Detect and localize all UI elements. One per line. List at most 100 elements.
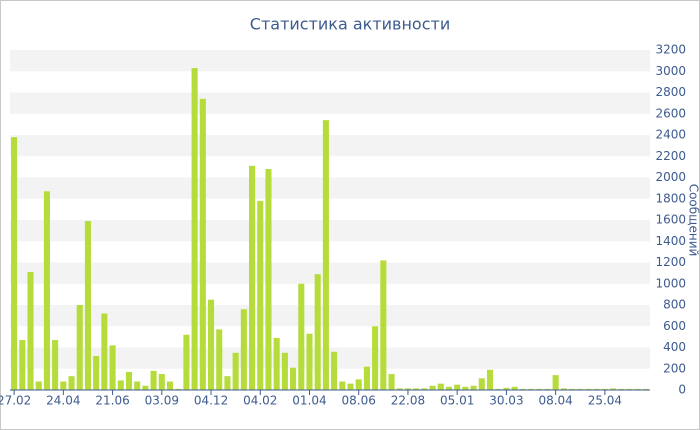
- grid-band: [10, 135, 650, 157]
- grid-band: [10, 177, 650, 199]
- y-tick-label: 2000: [655, 170, 686, 184]
- bar: [413, 388, 420, 390]
- bar: [117, 380, 124, 390]
- bar: [380, 260, 387, 390]
- bar: [478, 378, 485, 390]
- x-tick-label: 08.04: [538, 394, 572, 408]
- bar: [503, 387, 510, 390]
- bar: [175, 388, 182, 390]
- bar: [290, 367, 297, 390]
- y-tick-label: 200: [663, 361, 686, 375]
- bar: [125, 371, 133, 390]
- y-axis-label: Сообщений: [687, 184, 700, 257]
- bar: [232, 352, 239, 390]
- bar: [626, 388, 633, 390]
- x-tick-label: 25.04: [588, 394, 622, 408]
- y-tick-label: 0: [678, 383, 686, 397]
- bar: [339, 381, 346, 390]
- bar: [11, 137, 18, 390]
- bar: [429, 385, 436, 390]
- y-tick-label: 1800: [655, 191, 686, 205]
- bar: [199, 98, 206, 390]
- bar: [35, 381, 42, 390]
- bar: [60, 381, 67, 390]
- bar: [158, 374, 165, 390]
- x-tick-label: 03.09: [145, 394, 179, 408]
- bar: [265, 169, 272, 390]
- bar: [183, 334, 190, 390]
- grid-band: [10, 220, 650, 242]
- bar: [166, 381, 174, 390]
- y-tick-label: 1400: [655, 234, 686, 248]
- bar: [618, 388, 625, 390]
- bar: [642, 388, 649, 390]
- bar: [84, 221, 91, 390]
- bar: [27, 272, 34, 390]
- bar: [388, 374, 395, 390]
- bar: [142, 385, 149, 390]
- bar: [109, 345, 116, 390]
- grid-band: [10, 262, 650, 284]
- bar: [331, 351, 338, 390]
- y-tick-label: 3000: [655, 64, 686, 78]
- bar: [68, 376, 75, 390]
- bar: [601, 388, 608, 390]
- bar: [404, 388, 411, 390]
- x-tick-label: 27.02: [0, 394, 31, 408]
- bar: [43, 191, 50, 390]
- bar: [462, 386, 469, 390]
- y-tick-label: 400: [663, 340, 686, 354]
- bar: [191, 68, 198, 390]
- bar: [544, 388, 551, 390]
- bar: [257, 200, 264, 390]
- bar: [495, 388, 502, 390]
- bar: [560, 388, 567, 390]
- x-tick-label: 04.02: [243, 394, 277, 408]
- bar: [19, 340, 26, 390]
- bar: [569, 388, 576, 390]
- bar: [224, 376, 231, 390]
- bar: [298, 283, 305, 390]
- y-tick-label: 2600: [655, 106, 686, 120]
- bar: [216, 329, 223, 390]
- bar: [593, 388, 600, 390]
- bar: [445, 386, 453, 390]
- bar: [273, 337, 280, 390]
- bar: [486, 369, 494, 390]
- y-tick-label: 3200: [655, 43, 686, 57]
- bar: [396, 388, 403, 390]
- bar: [511, 386, 518, 390]
- x-tick-label: 21.06: [95, 394, 129, 408]
- grid-band: [10, 347, 650, 369]
- grid-band: [10, 305, 650, 327]
- bar: [519, 388, 526, 390]
- bar: [355, 379, 362, 390]
- y-tick-label: 2200: [655, 149, 686, 163]
- bar: [150, 370, 157, 390]
- y-tick-label: 600: [663, 319, 686, 333]
- bar: [76, 305, 83, 390]
- grid-band: [10, 92, 650, 114]
- bar: [454, 384, 461, 390]
- bar: [240, 309, 247, 390]
- bar: [249, 165, 256, 390]
- bar: [134, 381, 141, 390]
- bar: [634, 388, 641, 390]
- y-tick-label: 1200: [655, 255, 686, 269]
- bar: [347, 383, 354, 390]
- bar: [585, 388, 592, 390]
- bar: [281, 352, 288, 390]
- bar: [372, 326, 379, 390]
- bar: [93, 356, 100, 390]
- y-tick-label: 2800: [655, 85, 686, 99]
- chart-title: Статистика активности: [250, 15, 450, 34]
- y-tick-label: 800: [663, 298, 686, 312]
- bar: [306, 333, 313, 390]
- y-tick-label: 1600: [655, 213, 686, 227]
- y-tick-label: 2400: [655, 128, 686, 142]
- x-tick-label: 08.06: [342, 394, 376, 408]
- bar: [527, 388, 535, 390]
- bar: [610, 388, 617, 390]
- x-tick-label: 24.04: [46, 394, 80, 408]
